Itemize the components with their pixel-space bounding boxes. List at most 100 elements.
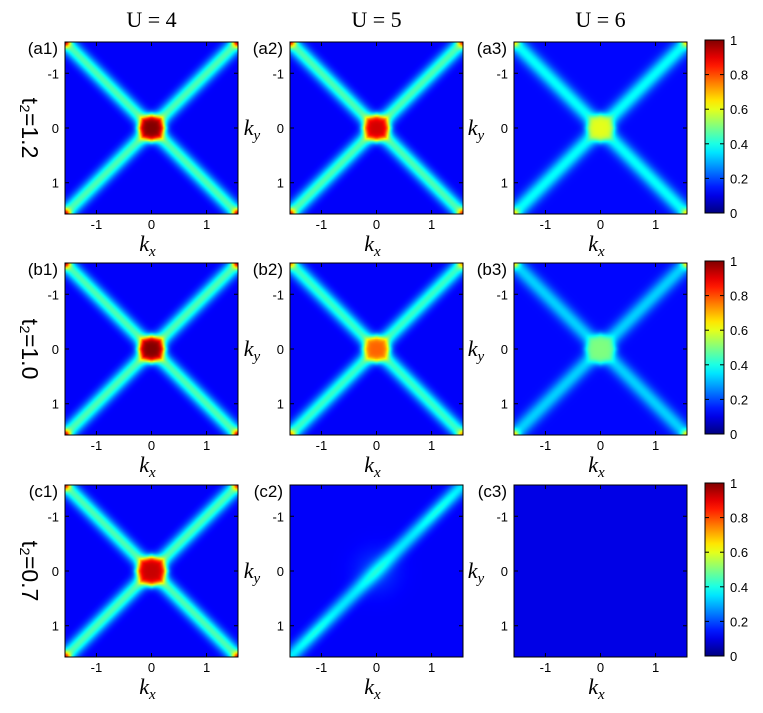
colorbar-tick-label: 0.8 <box>730 68 748 83</box>
x-axis-label-main: k <box>139 452 150 477</box>
row-label-2: t₂=1.0 <box>17 319 43 380</box>
colorbar-tick-label: 0.2 <box>730 392 748 407</box>
y-axis-label: ky <box>244 336 261 365</box>
x-tick-label: -1 <box>316 438 328 453</box>
x-axis-label-main: k <box>139 674 150 699</box>
y-tick-label: -1 <box>496 509 508 524</box>
x-tick-label: -1 <box>540 438 552 453</box>
x-tick-label: 1 <box>652 217 659 232</box>
x-axis-label-sub: x <box>373 465 381 481</box>
y-tick-label: 1 <box>501 619 508 634</box>
y-axis-label-main: k <box>244 558 255 583</box>
x-axis-label: kx <box>139 674 156 703</box>
x-axis-label-main: k <box>364 452 375 477</box>
y-tick-label: 1 <box>277 397 284 412</box>
colorbar-tick-label: 0.6 <box>730 102 748 117</box>
y-tick-label: -1 <box>47 66 59 81</box>
colorbar-tick-label: 0.6 <box>730 545 748 560</box>
colorbar-1: 1 0.8 0.6 0.4 0.2 0 <box>704 33 748 221</box>
x-axis-label: kx <box>139 452 156 481</box>
x-axis-label-sub: x <box>597 244 605 260</box>
x-tick-label: 0 <box>148 660 155 675</box>
y-axis-label-main: k <box>244 336 255 361</box>
colorbar-gradient <box>704 482 725 657</box>
y-tick-label: 0 <box>501 342 508 357</box>
x-tick-label: 0 <box>373 438 380 453</box>
x-axis-label-main: k <box>139 231 150 256</box>
heatmap-c3 <box>514 485 687 657</box>
x-tick-label: 0 <box>597 660 604 675</box>
heatmap-c2 <box>290 485 463 657</box>
colorbar-tick-label: 0 <box>730 206 737 221</box>
y-axis-label-sub: y <box>252 571 261 587</box>
y-axis-label: ky <box>468 558 485 587</box>
x-axis-label-main: k <box>364 674 375 699</box>
panel-label-b1: (b1) <box>28 260 58 279</box>
panel-c1: (c1) -1 0 1 -1 0 1 kx <box>29 482 239 703</box>
panel-label-a1: (a1) <box>28 39 58 58</box>
y-tick-label: 0 <box>52 121 59 136</box>
x-tick-label: 1 <box>652 660 659 675</box>
column-title-1: U = 4 <box>126 7 176 32</box>
colorbar-gradient <box>704 39 725 214</box>
x-axis-label-sub: x <box>597 687 605 703</box>
panel-label-a2: (a2) <box>253 39 283 58</box>
heatmap-b2 <box>290 263 463 435</box>
colorbar-tick-label: 1 <box>730 33 737 48</box>
row-label-3: t₂=0.7 <box>17 541 43 602</box>
y-axis-label-main: k <box>468 115 479 140</box>
row-label-text: t₂=1.2 <box>17 98 43 159</box>
y-axis-label-main: k <box>244 115 255 140</box>
colorbar-tick-label: 0.8 <box>730 511 748 526</box>
x-axis-label-main: k <box>588 674 599 699</box>
x-axis-label: kx <box>139 231 156 260</box>
x-axis-label-sub: x <box>148 244 156 260</box>
y-tick-label: 0 <box>277 564 284 579</box>
panel-label-c3: (c3) <box>478 482 507 501</box>
y-axis-label: ky <box>468 336 485 365</box>
row-label-text: t₂=0.7 <box>17 541 43 602</box>
y-tick-label: -1 <box>496 66 508 81</box>
row-label-1: t₂=1.2 <box>17 98 43 159</box>
x-tick-label: 1 <box>203 217 210 232</box>
panel-c3: (c3) -1 0 1 -1 0 1 kx ky <box>468 482 688 703</box>
y-axis-label-sub: y <box>252 349 261 365</box>
colorbar-tick-label: 0 <box>730 427 737 442</box>
y-axis-label-sub: y <box>476 128 485 144</box>
x-axis-label-sub: x <box>597 465 605 481</box>
y-tick-label: 1 <box>277 176 284 191</box>
y-tick-label: 1 <box>501 397 508 412</box>
x-tick-label: -1 <box>540 217 552 232</box>
panel-label-b3: (b3) <box>477 260 507 279</box>
y-tick-label: -1 <box>47 287 59 302</box>
colorbar-tick-label: 0.2 <box>730 614 748 629</box>
colorbar-tick-label: 1 <box>730 254 737 269</box>
x-tick-label: 0 <box>373 660 380 675</box>
panel-label-b2: (b2) <box>253 260 283 279</box>
x-tick-label: 1 <box>428 660 435 675</box>
column-title-2: U = 5 <box>351 7 401 32</box>
colorbar-tick-label: 1 <box>730 476 737 491</box>
x-axis-label-sub: x <box>373 244 381 260</box>
colorbar-tick-label: 0.4 <box>730 137 748 152</box>
y-tick-label: 0 <box>277 342 284 357</box>
y-tick-label: 0 <box>501 564 508 579</box>
y-tick-label: -1 <box>272 287 284 302</box>
x-tick-label: -1 <box>540 660 552 675</box>
heatmap-a3 <box>514 42 687 214</box>
y-tick-label: 1 <box>52 176 59 191</box>
y-axis-label: ky <box>244 558 261 587</box>
y-tick-label: -1 <box>496 287 508 302</box>
x-tick-label: -1 <box>316 217 328 232</box>
panel-label-a3: (a3) <box>477 39 507 58</box>
y-axis-label: ky <box>244 115 261 144</box>
y-tick-label: 0 <box>52 342 59 357</box>
x-tick-label: 0 <box>373 217 380 232</box>
x-axis-label-sub: x <box>373 687 381 703</box>
x-axis-label-sub: x <box>148 465 156 481</box>
heatmap-a1 <box>65 42 238 214</box>
